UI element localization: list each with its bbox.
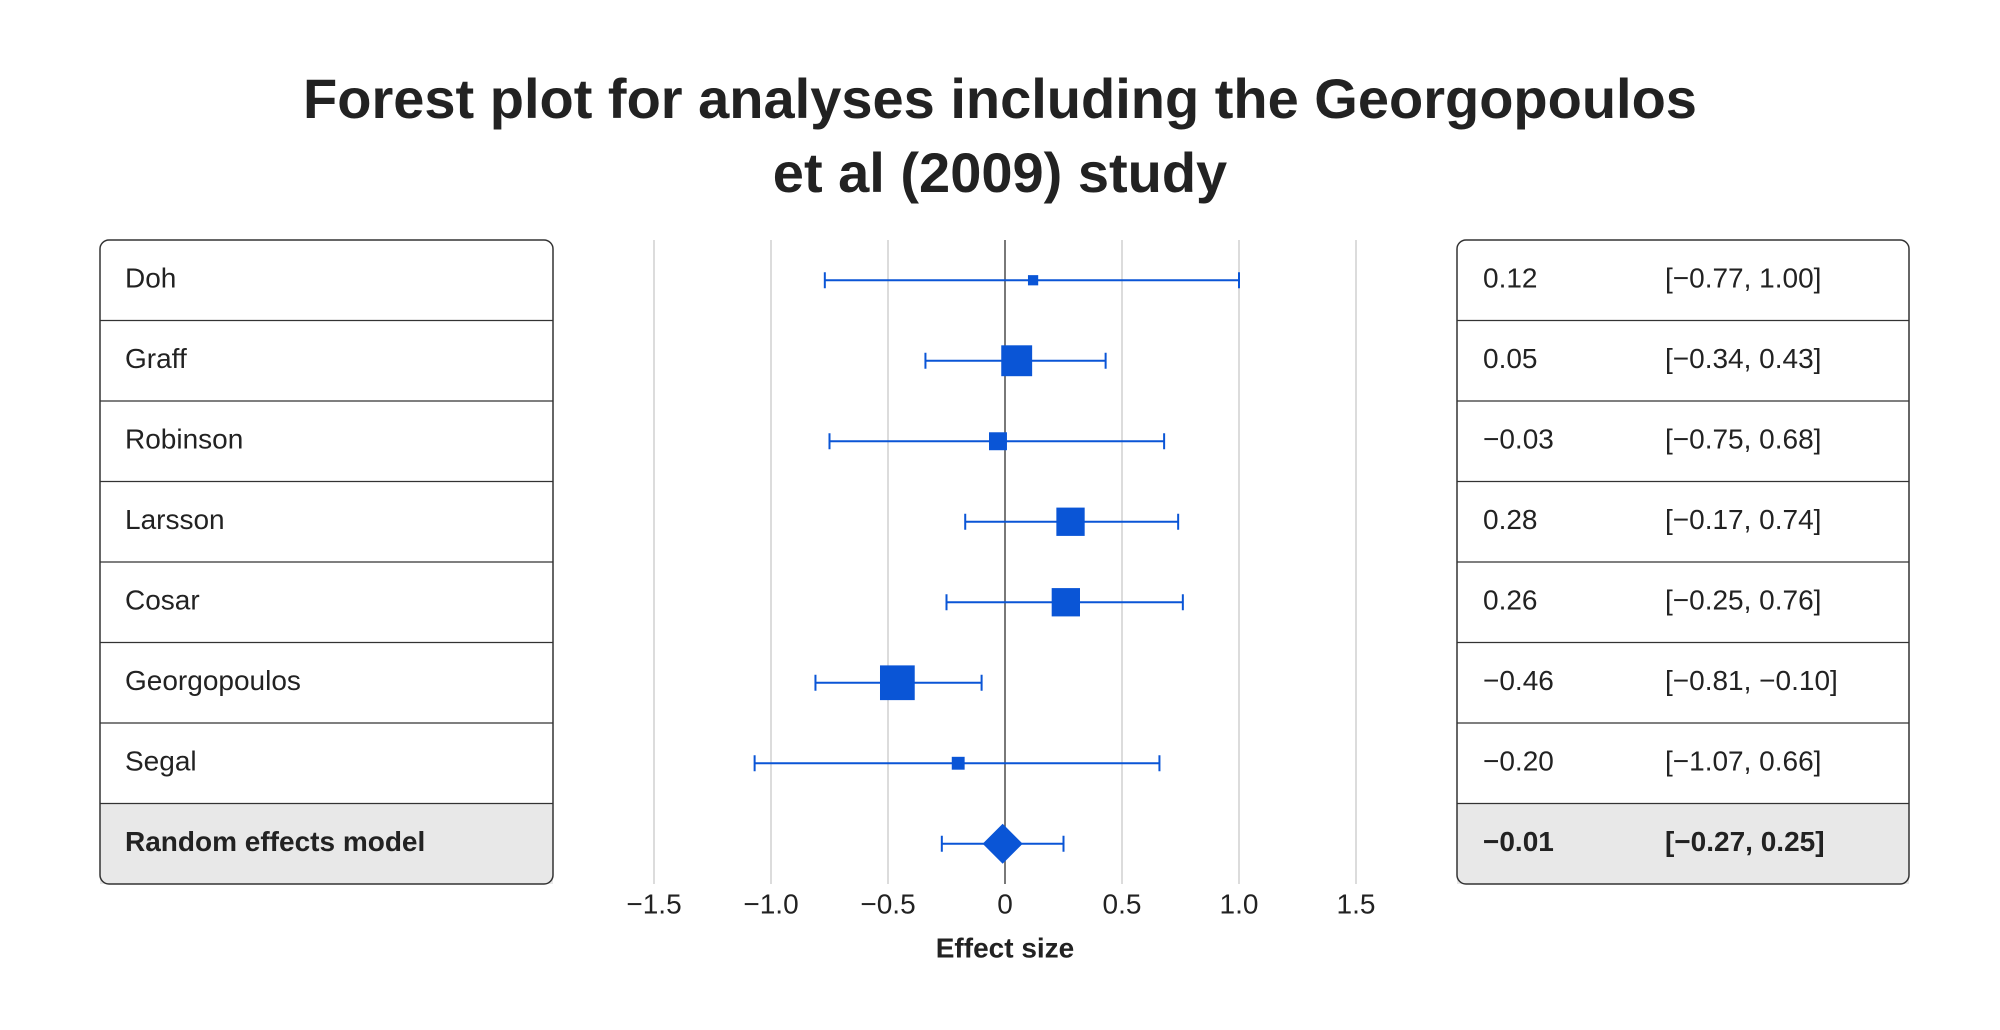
- effect-label: 0.12: [1483, 263, 1538, 294]
- study-name: Robinson: [125, 424, 243, 455]
- effect-box: [951, 756, 965, 770]
- ci-label: [−0.81, −0.10]: [1665, 665, 1838, 696]
- x-tick-label: 1.5: [1337, 888, 1376, 919]
- ci-label: [−0.17, 0.74]: [1665, 504, 1821, 535]
- effect-label: −0.46: [1483, 665, 1554, 696]
- effect-box: [989, 432, 1007, 451]
- summary-effect-label: −0.01: [1483, 826, 1554, 857]
- summary-name: Random effects model: [125, 826, 425, 857]
- x-axis-label: Effect size: [936, 932, 1075, 963]
- x-tick-label: −1.5: [626, 888, 681, 919]
- summary-row-bg: [100, 803, 553, 884]
- ci-label: [−0.77, 1.00]: [1665, 263, 1821, 294]
- effect-label: 0.28: [1483, 504, 1538, 535]
- x-tick-label: 0: [997, 888, 1013, 919]
- x-tick-label: 1.0: [1220, 888, 1259, 919]
- study-name: Cosar: [125, 585, 200, 616]
- x-tick-label: −1.0: [743, 888, 798, 919]
- ci-label: [−0.75, 0.68]: [1665, 424, 1821, 455]
- effect-box: [879, 665, 915, 701]
- study-name: Georgopoulos: [125, 665, 301, 696]
- table-border: [99, 239, 554, 885]
- chart-title: Forest plot for analyses including the G…: [303, 67, 1697, 204]
- effect-label: −0.20: [1483, 746, 1554, 777]
- ci-label: [−0.25, 0.76]: [1665, 585, 1821, 616]
- effect-box: [1027, 275, 1039, 286]
- ci-label: [−0.34, 0.43]: [1665, 343, 1821, 374]
- effect-label: 0.26: [1483, 585, 1538, 616]
- x-tick-label: −0.5: [860, 888, 915, 919]
- summary-diamond: [982, 823, 1023, 864]
- effect-box: [1051, 588, 1080, 617]
- table-border: [1456, 239, 1910, 885]
- study-name: Larsson: [125, 504, 225, 535]
- study-name: Graff: [125, 343, 187, 374]
- effect-box: [1056, 507, 1085, 536]
- effect-label: −0.03: [1483, 424, 1554, 455]
- summary-ci-label: [−0.27, 0.25]: [1665, 826, 1825, 857]
- x-tick-label: 0.5: [1103, 888, 1142, 919]
- study-name: Doh: [125, 263, 176, 294]
- summary-row-bg: [1457, 803, 1909, 884]
- effect-label: 0.05: [1483, 343, 1538, 374]
- study-name: Segal: [125, 746, 197, 777]
- ci-label: [−1.07, 0.66]: [1665, 746, 1821, 777]
- effect-box: [1001, 345, 1033, 377]
